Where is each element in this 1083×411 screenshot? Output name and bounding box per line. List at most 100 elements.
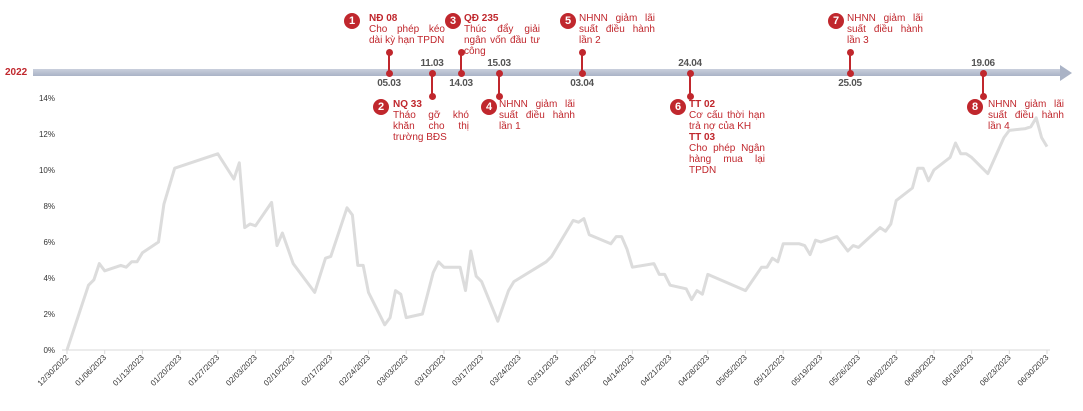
x-tick-label: 02/10/2023 [262, 353, 297, 388]
event-stem [431, 73, 433, 95]
event-stem [689, 73, 691, 95]
event-description: NHNN giảm lãi suất điều hành lần 1 [499, 99, 575, 132]
y-tick-label: 12% [39, 130, 55, 139]
event-end-dot [428, 92, 436, 100]
event-axis-dot [385, 69, 393, 77]
y-tick-label: 2% [43, 310, 55, 319]
event-number-badge: 1 [344, 13, 360, 29]
x-tick-label: 01/27/2023 [187, 353, 222, 388]
event-title: NQ 33 [393, 99, 422, 110]
y-axis: 0% 2% 4% 6% 8% 10% 12% 14% [39, 94, 55, 355]
event-end-dot [457, 48, 465, 56]
event-title: QĐ 235 [464, 13, 499, 24]
event-end-dot [979, 92, 987, 100]
event-end-dot [385, 48, 393, 56]
x-tick-label: 06/09/2023 [903, 353, 938, 388]
event-description: NHNN giảm lãi suất điều hành lần 2 [579, 13, 655, 46]
event-text: NHNN giảm lãi suất điều hành lần 3 [847, 13, 923, 46]
x-tick-label: 03/10/2023 [413, 353, 448, 388]
event-date-label: 05.03 [377, 78, 401, 89]
x-tick-label: 04/21/2023 [639, 353, 674, 388]
event-date-label: 11.03 [420, 58, 444, 69]
event-text: Cơ cấu thời hạn trả nợ của KH [689, 110, 765, 132]
event-description: NĐ 08 Cho phép kéo dài kỳ hạn TPDN [369, 13, 445, 46]
event-number-badge: 6 [670, 99, 686, 115]
event-text: Cho phép kéo dài kỳ hạn TPDN [369, 24, 445, 46]
timeline-arrow [33, 69, 1063, 76]
event-date-label: 25.05 [838, 78, 862, 89]
x-tick-label: 01/06/2023 [73, 353, 108, 388]
event-date-label: 15.03 [487, 58, 511, 69]
event-end-dot [495, 92, 503, 100]
x-tick-label: 05/26/2023 [827, 353, 862, 388]
data-points [66, 117, 1048, 351]
event-axis-dot [495, 69, 503, 77]
x-tick-label: 01/13/2023 [111, 353, 146, 388]
y-tick-label: 0% [43, 346, 55, 355]
event-text: Thúc đẩy giải ngân vốn đầu tư công [464, 24, 540, 57]
event-date-label: 19.06 [971, 58, 995, 69]
event-number-badge: 4 [481, 99, 497, 115]
x-tick-label: 02/24/2023 [337, 353, 372, 388]
event-number-badge: 8 [967, 99, 983, 115]
x-axis: 12/30/2022 01/06/2023 01/13/2023 01/20/2023… [36, 350, 1051, 388]
event-title: TT 03 [689, 132, 716, 143]
y-tick-label: 8% [43, 202, 55, 211]
x-tick-label: 06/30/2023 [1016, 353, 1051, 388]
event-text: Tháo gỡ khó khăn cho thị trường BĐS [393, 110, 469, 143]
x-tick-label: 05/19/2023 [790, 353, 825, 388]
event-title: TT 02 [689, 99, 716, 110]
x-tick-label: 02/17/2023 [300, 353, 335, 388]
x-tick-label: 05/05/2023 [714, 353, 749, 388]
event-stem [388, 52, 390, 74]
y-tick-label: 6% [43, 238, 55, 247]
series-line [65, 116, 1049, 351]
y-tick-label: 10% [39, 166, 55, 175]
event-text: NHNN giảm lãi suất điều hành lần 4 [988, 99, 1064, 132]
event-stem [982, 73, 984, 95]
x-tick-label: 02/03/2023 [224, 353, 259, 388]
timeline-year-label: 2022 [5, 67, 28, 78]
event-axis-dot [979, 69, 987, 77]
x-tick-label: 12/30/2022 [36, 353, 71, 388]
x-tick-label: 05/12/2023 [752, 353, 787, 388]
x-tick-label: 06/23/2023 [978, 353, 1013, 388]
event-description: NHNN giảm lãi suất điều hành lần 3 [847, 13, 923, 46]
x-tick-label: 03/03/2023 [375, 353, 410, 388]
x-tick-label: 04/07/2023 [563, 353, 598, 388]
event-description: NHNN giảm lãi suất điều hành lần 4 [988, 99, 1064, 132]
event-number-badge: 3 [445, 13, 461, 29]
event-stem [460, 52, 462, 74]
event-description: NQ 33 Tháo gỡ khó khăn cho thị trường BĐS [393, 99, 469, 143]
event-number-badge: 5 [560, 13, 576, 29]
event-axis-dot [578, 69, 586, 77]
event-axis-dot [686, 69, 694, 77]
event-text: NHNN giảm lãi suất điều hành lần 2 [579, 13, 655, 46]
timeline-arrowhead [1060, 65, 1072, 81]
x-tick-label: 06/02/2023 [865, 353, 900, 388]
event-end-dot [686, 92, 694, 100]
event-end-dot [578, 48, 586, 56]
event-axis-dot [457, 69, 465, 77]
x-tick-label: 04/14/2023 [601, 353, 636, 388]
x-tick-label: 03/17/2023 [450, 353, 485, 388]
y-tick-label: 4% [43, 274, 55, 283]
x-tick-label: 03/24/2023 [488, 353, 523, 388]
event-stem [581, 52, 583, 74]
x-tick-label: 04/28/2023 [677, 353, 712, 388]
event-end-dot [846, 48, 854, 56]
event-text: NHNN giảm lãi suất điều hành lần 1 [499, 99, 575, 132]
event-date-label: 24.04 [678, 58, 702, 69]
event-stem [849, 52, 851, 74]
x-tick-label: 06/16/2023 [940, 353, 975, 388]
event-text: Cho phép Ngân hàng mua lại TPDN [689, 143, 765, 176]
x-tick-label: 01/20/2023 [149, 353, 184, 388]
event-axis-dot [846, 69, 854, 77]
event-date-label: 03.04 [570, 78, 594, 89]
x-tick-label: 03/31/2023 [526, 353, 561, 388]
event-description: TT 02 Cơ cấu thời hạn trả nợ của KH TT 03 C… [689, 99, 765, 176]
event-date-label: 14.03 [449, 78, 473, 89]
event-stem [498, 73, 500, 95]
event-number-badge: 2 [373, 99, 389, 115]
